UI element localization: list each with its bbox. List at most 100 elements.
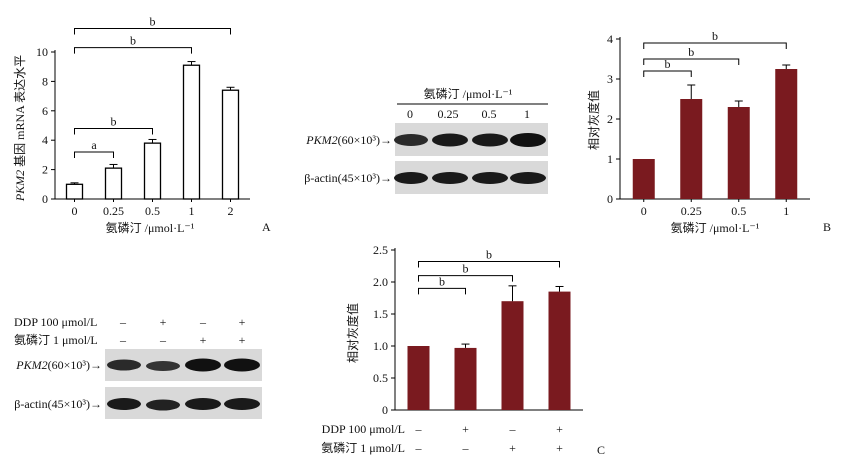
condition-sign: –: [415, 441, 423, 455]
x-tick-label: 0.5: [731, 204, 746, 218]
bar: [632, 159, 655, 199]
significance-bracket: [418, 275, 513, 282]
significance-bracket: [643, 42, 787, 49]
x-tick-label: 1: [189, 204, 195, 218]
blot1-pkm2-band: [472, 133, 508, 147]
significance-label: b: [111, 114, 117, 128]
x-tick-label: 2: [228, 204, 234, 218]
chart-a-ylabel: PKM2 基因 mRNA 表达水平: [13, 55, 27, 202]
y-tick-label: 0: [382, 403, 388, 417]
y-tick-label: 2.5: [373, 243, 388, 257]
chart-c-row1-label: DDP 100 μmol/L: [322, 422, 405, 436]
significance-label: a: [91, 138, 97, 152]
significance-label: b: [463, 262, 469, 276]
blot1-actin-band: [510, 172, 546, 184]
blot2-row1-label: DDP 100 μmol/L: [14, 315, 97, 329]
y-tick-label: 1: [607, 152, 613, 166]
chart-c-plot: 0 0.5 1.0 1.5 2.0 2.5 – + – + – – + + b b b: [373, 243, 583, 455]
blot2-actin-band: [107, 398, 141, 410]
blot2-row2-sign: –: [119, 333, 127, 347]
y-tick-label: 0.5: [373, 371, 388, 385]
blot2-actin-band: [224, 398, 260, 410]
blot2-pkm2-band: [224, 358, 260, 372]
y-tick-label: 3: [607, 72, 613, 86]
significance-bracket: [418, 261, 560, 268]
blot2-row2-sign: +: [200, 333, 207, 347]
significance-bracket: [74, 151, 114, 158]
x-tick-label: 1: [783, 204, 789, 218]
blot2-row1-sign: +: [160, 315, 167, 329]
bar: [775, 69, 798, 199]
blot2-actin-band: [146, 399, 180, 411]
blot2-row2-label: 氨磷汀 1 μmol/L: [14, 332, 98, 347]
blot1-header: 氨磷汀 /μmol·L⁻¹: [424, 86, 513, 101]
y-tick-label: 0: [607, 192, 613, 206]
bar: [454, 347, 477, 410]
chart-b-panel-label: B: [823, 220, 831, 234]
condition-sign: –: [509, 422, 517, 436]
blot1-actin-band: [394, 172, 428, 184]
blot2-actin-label: β-actin(45×10³)→: [14, 397, 102, 411]
condition-sign: +: [556, 441, 563, 455]
bar: [65, 183, 84, 200]
blot2-row1-sign: –: [119, 315, 127, 329]
blot2-pkm2-band: [185, 358, 221, 372]
significance-bracket: [74, 47, 192, 54]
chart-b-plot: 0 1 2 3 4 0 0.25 0.5 1 b b b: [607, 29, 810, 218]
blot2-pkm2-band: [146, 361, 180, 371]
significance-label: b: [712, 29, 718, 43]
chart-a-panel-label: A: [262, 220, 271, 234]
y-tick-label: 8: [42, 74, 48, 88]
blot2-row1-sign: –: [199, 315, 207, 329]
bar: [727, 107, 750, 199]
chart-c: 0 0.5 1.0 1.5 2.0 2.5 – + – + – – + + b b b 相对灰度值 DDP 10…: [321, 243, 605, 457]
bar: [143, 142, 162, 200]
chart-c-ylabel: 相对灰度值: [345, 303, 360, 363]
blot1-lane-label: 0.25: [438, 107, 459, 121]
condition-sign: +: [462, 422, 469, 436]
blot1-pkm2-band: [394, 134, 428, 146]
blot2-row2-sign: –: [159, 333, 167, 347]
chart-b: 0 1 2 3 4 0 0.25 0.5 1 b b b 氨磷汀 /μmol·L⁻¹ 相对灰度值 B: [586, 29, 831, 235]
blot1-pkm2-band: [510, 133, 546, 147]
significance-bracket: [643, 70, 692, 77]
western-blot-1: 氨磷汀 /μmol·L⁻¹ 0 0.25 0.5 1 PKM2(60×10³)→…: [304, 86, 548, 194]
chart-b-ylabel: 相对灰度值: [586, 90, 601, 150]
condition-sign: –: [462, 441, 470, 455]
x-tick-label: 0: [641, 204, 647, 218]
y-tick-label: 2: [607, 112, 613, 126]
bar: [501, 301, 524, 410]
bar: [182, 64, 201, 200]
blot1-lane-label: 1: [524, 107, 530, 121]
y-tick-label: 2: [42, 163, 48, 177]
chart-c-row2-label: 氨磷汀 1 μmol/L: [321, 440, 405, 455]
blot2-pkm2-label: PKM2(60×10³)→: [15, 358, 102, 372]
bar: [407, 346, 430, 410]
bar: [221, 89, 240, 200]
blot2-pkm2-band: [107, 359, 141, 371]
y-tick-label: 1.5: [373, 307, 388, 321]
significance-label: b: [130, 34, 136, 48]
significance-label: b: [665, 57, 671, 71]
y-tick-label: 0: [42, 192, 48, 206]
x-tick-label: 0.5: [145, 204, 160, 218]
significance-label: b: [688, 45, 694, 59]
y-tick-label: 1.0: [373, 339, 388, 353]
western-blot-2: DDP 100 μmol/L 氨磷汀 1 μmol/L – + – + – – …: [14, 315, 262, 419]
blot1-actin-band: [432, 172, 468, 184]
significance-label: b: [150, 14, 156, 28]
bar: [548, 291, 571, 410]
bar: [104, 167, 123, 200]
blot1-lane-label: 0: [407, 107, 413, 121]
blot1-pkm2-label: PKM2(60×10³)→: [305, 133, 392, 147]
condition-sign: –: [415, 422, 423, 436]
y-tick-label: 10: [36, 45, 48, 59]
significance-bracket: [74, 27, 231, 35]
bar: [680, 99, 703, 199]
x-tick-label: 0: [72, 204, 78, 218]
x-tick-label: 0.25: [681, 204, 702, 218]
chart-a-xlabel: 氨磷汀 /μmol·L⁻¹: [106, 220, 195, 235]
blot2-row2-sign: +: [239, 333, 246, 347]
